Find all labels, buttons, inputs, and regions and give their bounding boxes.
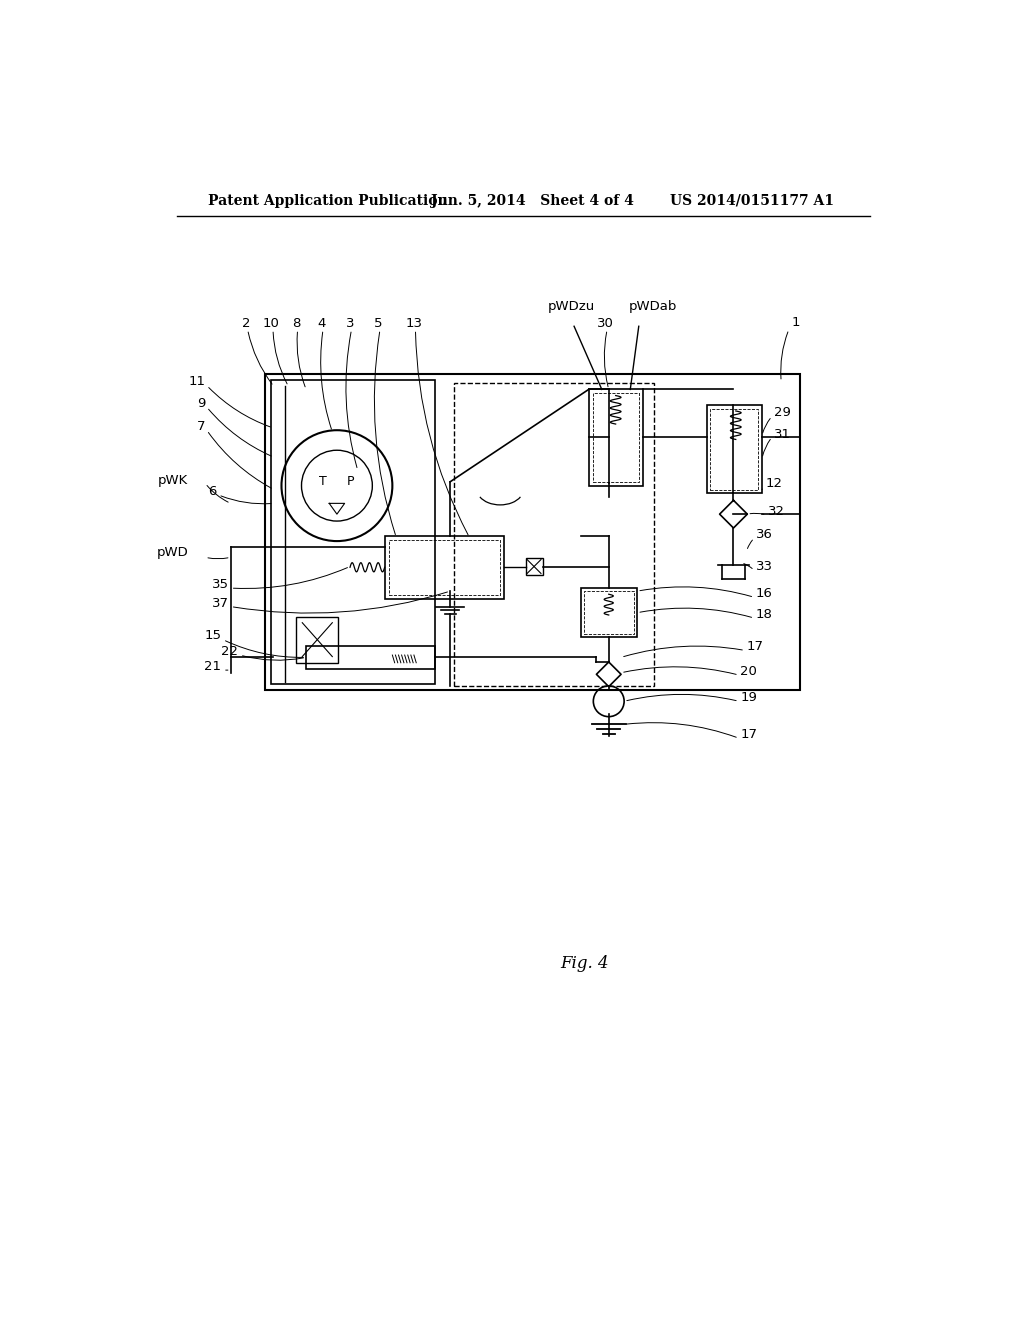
Text: 17: 17 [740, 727, 758, 741]
Text: Fig. 4: Fig. 4 [560, 954, 609, 972]
Text: 16: 16 [756, 587, 773, 601]
Bar [385, 536, 504, 599]
Bar [525, 558, 543, 576]
Text: pWDzu: pWDzu [548, 300, 595, 313]
Bar [265, 374, 801, 689]
Text: US 2014/0151177 A1: US 2014/0151177 A1 [670, 194, 834, 207]
Text: 5: 5 [374, 317, 383, 330]
Text: 33: 33 [756, 560, 773, 573]
Text: 19: 19 [740, 690, 758, 704]
Bar [711, 409, 758, 490]
Text: 12: 12 [766, 477, 782, 490]
Text: 32: 32 [768, 504, 785, 517]
Text: T: T [319, 474, 327, 487]
Text: 15: 15 [205, 630, 221, 643]
Bar [388, 540, 500, 595]
Text: 17: 17 [746, 640, 764, 653]
Text: 13: 13 [406, 317, 423, 330]
Bar [593, 393, 639, 482]
Text: 22: 22 [221, 644, 239, 657]
Text: 31: 31 [773, 428, 791, 441]
Text: 7: 7 [197, 420, 205, 433]
Text: 37: 37 [212, 597, 229, 610]
Text: 6: 6 [209, 484, 217, 498]
Text: 9: 9 [197, 397, 205, 409]
Text: 29: 29 [773, 407, 791, 418]
Text: 8: 8 [292, 317, 300, 330]
Text: Patent Application Publication: Patent Application Publication [208, 194, 447, 207]
Text: pWK: pWK [158, 474, 188, 487]
Bar [296, 616, 339, 663]
Bar [271, 380, 435, 684]
Text: 18: 18 [756, 607, 773, 620]
Bar [581, 589, 637, 638]
Bar [589, 389, 643, 486]
Text: pWDab: pWDab [629, 300, 677, 313]
Text: 11: 11 [188, 375, 205, 388]
Text: 1: 1 [792, 315, 800, 329]
Text: 20: 20 [740, 665, 758, 677]
Text: Jun. 5, 2014   Sheet 4 of 4: Jun. 5, 2014 Sheet 4 of 4 [431, 194, 634, 207]
Text: 30: 30 [597, 317, 614, 330]
Text: P: P [347, 474, 354, 487]
Bar [707, 405, 762, 494]
Text: 4: 4 [317, 317, 326, 330]
Text: 10: 10 [263, 317, 280, 330]
Text: pWD: pWD [157, 546, 188, 560]
Text: 2: 2 [242, 317, 250, 330]
Text: 21: 21 [205, 660, 221, 673]
Text: 35: 35 [212, 578, 229, 591]
Bar [306, 645, 435, 669]
Bar [454, 383, 654, 686]
Bar [584, 591, 634, 635]
Text: 36: 36 [756, 528, 773, 541]
Text: 3: 3 [346, 317, 354, 330]
